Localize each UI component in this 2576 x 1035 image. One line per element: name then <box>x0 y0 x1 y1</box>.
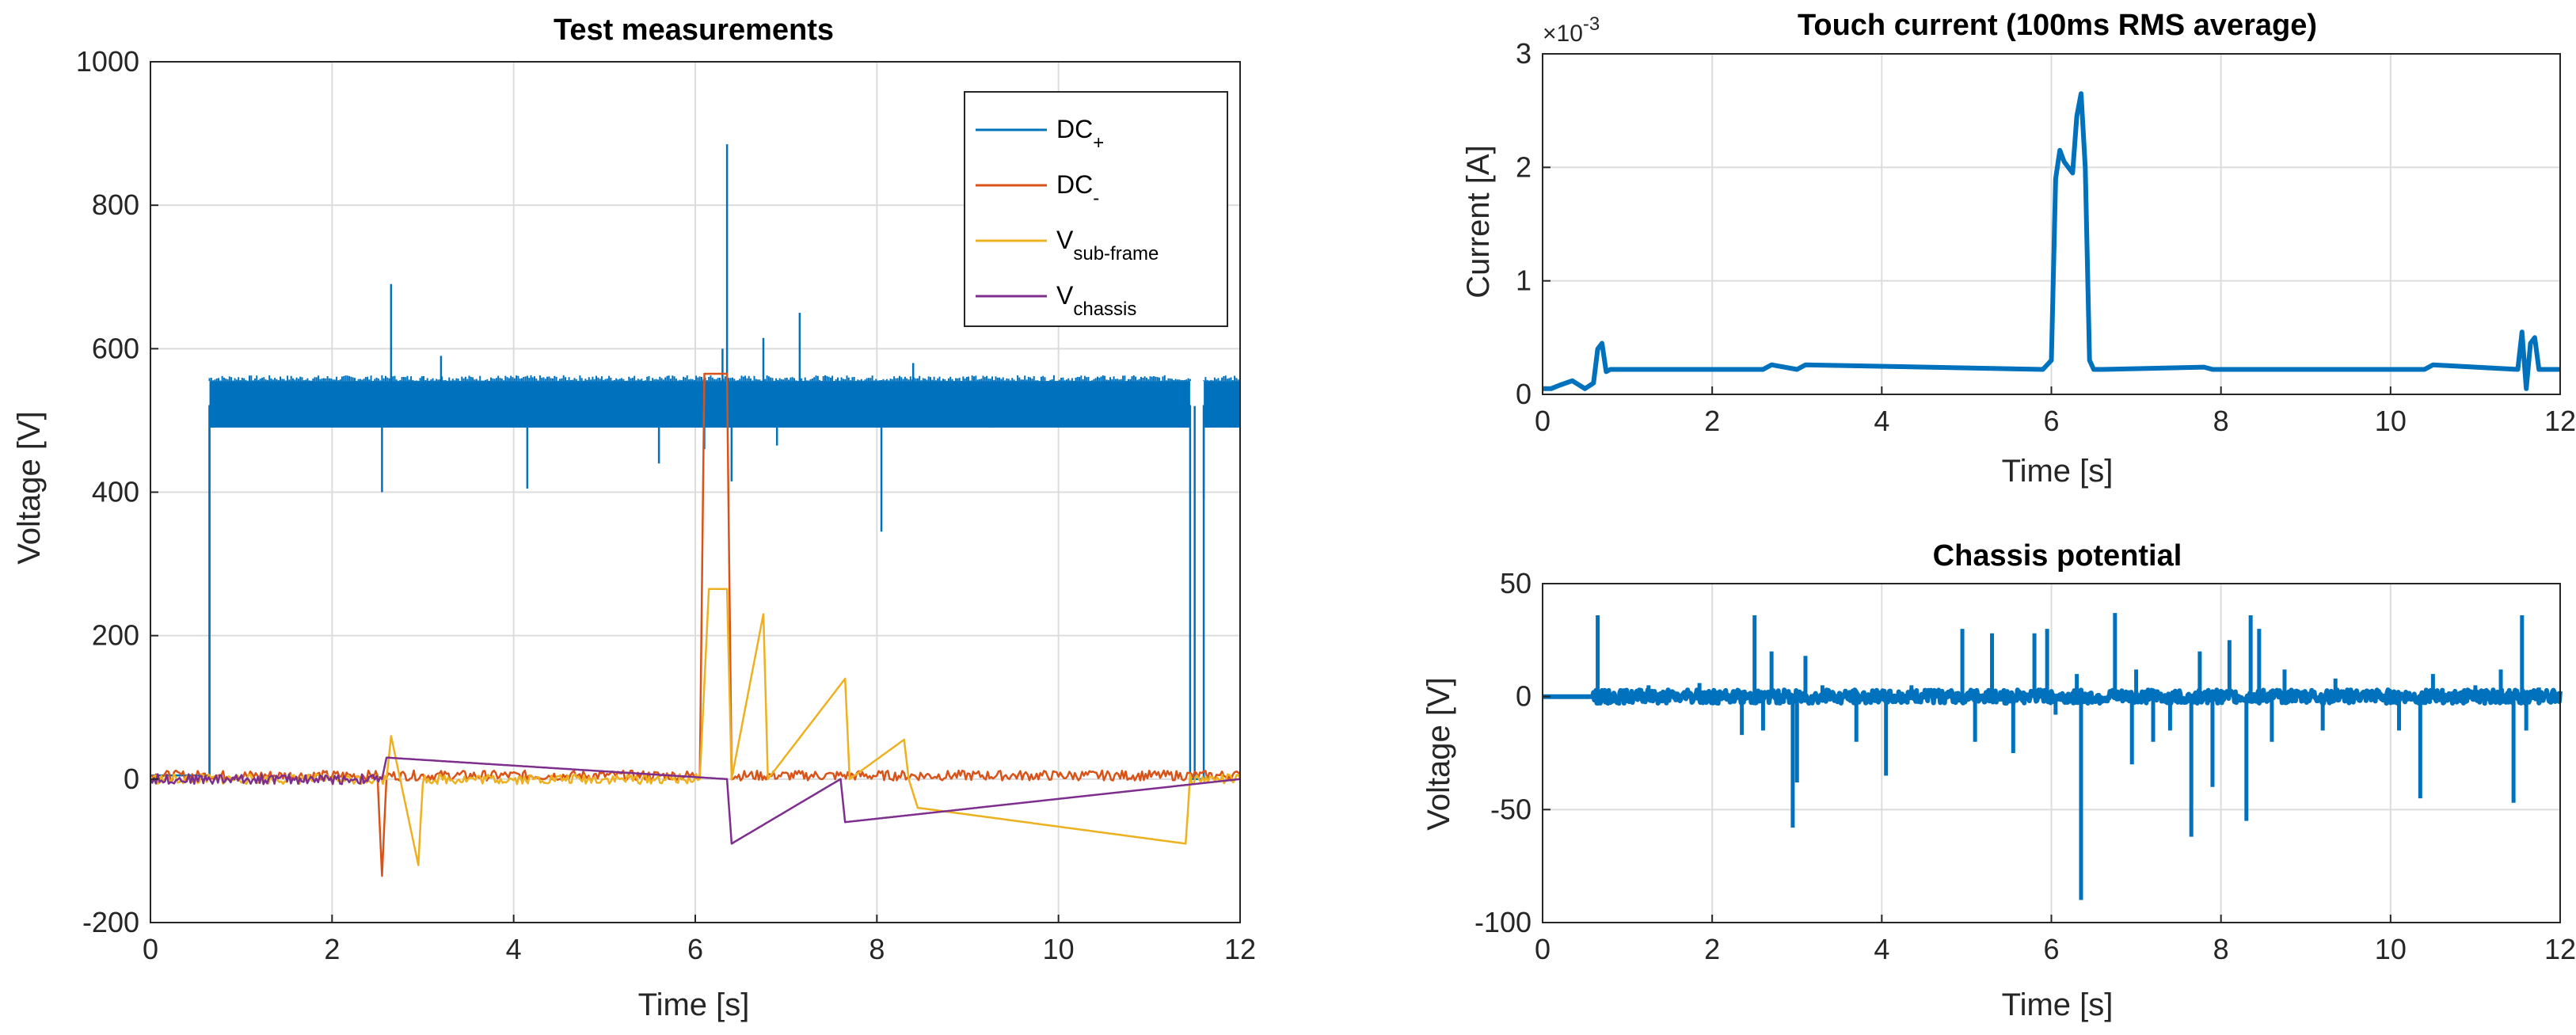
series-dc- <box>150 144 1241 781</box>
plot-area <box>149 144 1242 877</box>
x-tick-label: 12 <box>2544 933 2576 965</box>
x-tick-label: 0 <box>1535 933 1551 965</box>
grid <box>1542 583 2561 923</box>
x-tick-label: 10 <box>2375 933 2407 965</box>
y-exponent-label: ×10-3 <box>1543 13 1600 47</box>
band-edge <box>208 375 1191 382</box>
y-tick-label: 600 <box>92 332 139 364</box>
x-tick-label: 4 <box>1874 933 1889 965</box>
x-tick-label: 0 <box>1535 405 1551 437</box>
series-0 <box>1541 613 2563 900</box>
legend-box <box>964 91 1228 327</box>
x-tick-label: 2 <box>1704 933 1720 965</box>
x-tick-label: 6 <box>2043 405 2059 437</box>
x-axis-label: Time [s] <box>2002 454 2114 489</box>
x-tick-label: 12 <box>2544 405 2576 437</box>
series-line <box>149 756 1241 845</box>
x-tick-label: 2 <box>324 933 340 965</box>
y-tick-label: -100 <box>1474 906 1532 938</box>
plot-area <box>1541 613 2563 900</box>
y-tick-label: 0 <box>1516 378 1532 410</box>
y-tick-label: 3 <box>1516 37 1532 70</box>
x-tick-label: 4 <box>506 933 522 965</box>
band-edge <box>1203 375 1241 382</box>
x-tick-label: 8 <box>2213 405 2229 437</box>
series-line <box>1543 91 2560 391</box>
x-tick-label: 8 <box>2213 933 2229 965</box>
x-axis-label: Time [s] <box>2002 987 2114 1022</box>
y-axis-label: Current [A] <box>1461 145 1496 298</box>
x-tick-label: 10 <box>1043 933 1075 965</box>
y-tick-label: -200 <box>82 906 139 938</box>
legend-label: Vchassis <box>1056 281 1136 320</box>
y-axis-label: Voltage [V] <box>12 411 47 564</box>
y-tick-label: 800 <box>92 188 139 221</box>
legend: DC+ DC- Vsub-frame Vchassis <box>964 91 1228 327</box>
series-line <box>1541 687 2563 706</box>
chart-title: Chassis potential <box>1933 539 2182 573</box>
series-0 <box>1543 91 2560 391</box>
x-tick-label: 2 <box>1704 405 1720 437</box>
legend-label: DC- <box>1056 170 1099 209</box>
x-tick-label: 0 <box>143 933 158 965</box>
tick-labels: 0 2 4 6 8 10 12 -100 -50 0 50 <box>1474 567 2576 965</box>
y-tick-label: 2 <box>1516 150 1532 183</box>
x-tick-label: 4 <box>1874 405 1889 437</box>
legend-label: Vsub-frame <box>1056 226 1159 264</box>
series-vchassis <box>149 756 1241 845</box>
x-tick-label: 6 <box>2043 933 2059 965</box>
y-tick-label: 50 <box>1500 567 1532 599</box>
plot-area <box>1543 91 2560 391</box>
chart-title: Touch current (100ms RMS average) <box>1798 9 2317 42</box>
chart-title: Test measurements <box>554 13 834 47</box>
x-tick-label: 12 <box>1224 933 1256 965</box>
y-tick-label: 400 <box>92 476 139 508</box>
band <box>209 381 1190 428</box>
x-tick-label: 10 <box>2375 405 2407 437</box>
y-tick-label: -50 <box>1490 793 1532 825</box>
y-tick-label: 0 <box>124 763 139 795</box>
y-tick-label: 0 <box>1516 680 1532 713</box>
y-tick-label: 200 <box>92 619 139 652</box>
legend-label: DC+ <box>1056 115 1104 154</box>
y-tick-label: 1 <box>1516 264 1532 297</box>
x-tick-label: 6 <box>687 933 703 965</box>
x-tick-label: 8 <box>869 933 885 965</box>
x-axis-label: Time [s] <box>638 987 750 1022</box>
band <box>1204 381 1240 428</box>
y-axis-label: Voltage [V] <box>1421 677 1456 830</box>
y-tick-label: 1000 <box>76 45 139 78</box>
chart-chassis-potential: 0 2 4 6 8 10 12 -100 -50 0 50 Chassis potential Ti… <box>1421 539 2576 1022</box>
